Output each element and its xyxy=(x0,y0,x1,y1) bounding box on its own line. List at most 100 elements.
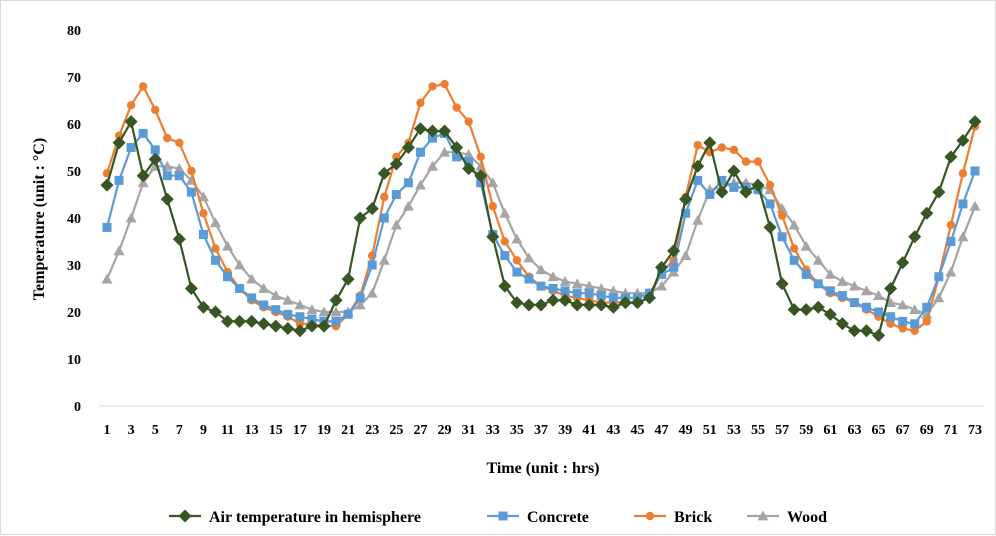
data-point-brick xyxy=(512,256,522,265)
data-point-wood xyxy=(800,240,812,251)
data-point-air-temperature-in-hemisphere xyxy=(860,324,873,338)
data-point-wood xyxy=(318,306,330,317)
data-point-brick xyxy=(500,237,510,246)
data-point-air-temperature-in-hemisphere xyxy=(498,279,512,293)
data-point-air-temperature-in-hemisphere xyxy=(630,296,644,310)
data-point-air-temperature-in-hemisphere xyxy=(823,307,837,321)
data-point-concrete xyxy=(825,286,835,296)
data-point-air-temperature-in-hemisphere xyxy=(413,122,427,136)
data-point-brick xyxy=(741,157,751,166)
data-point-wood xyxy=(535,264,547,275)
data-point-brick xyxy=(199,209,208,218)
data-point-concrete xyxy=(379,213,389,223)
x-axis-ticks: 1 3 5 7 9 11 13 15 17 19 21 23 25 27 29 31 33 35 37 39 41 43 4… xyxy=(104,423,983,438)
data-point-concrete xyxy=(114,175,124,185)
data-point-brick xyxy=(163,133,172,143)
y-tick-label: 70 xyxy=(67,71,81,86)
data-point-concrete xyxy=(259,300,269,310)
data-point-wood xyxy=(933,292,945,303)
data-point-concrete xyxy=(247,293,257,303)
data-point-brick xyxy=(452,103,461,112)
data-point-air-temperature-in-hemisphere xyxy=(148,152,162,166)
data-point-air-temperature-in-hemisphere xyxy=(908,230,922,244)
x-tick-label: 23 xyxy=(365,423,379,438)
data-point-concrete xyxy=(560,286,570,296)
data-point-concrete xyxy=(548,284,558,293)
data-point-concrete xyxy=(862,302,871,312)
data-point-air-temperature-in-hemisphere xyxy=(582,298,596,312)
y-tick-label: 60 xyxy=(67,118,81,133)
x-tick-label: 61 xyxy=(823,423,837,438)
data-point-air-temperature-in-hemisphere xyxy=(365,202,379,216)
data-point-concrete xyxy=(138,128,148,138)
data-point-concrete xyxy=(476,178,486,188)
data-point-concrete xyxy=(343,309,353,319)
data-point-brick xyxy=(753,157,763,166)
x-tick-label: 51 xyxy=(703,423,717,438)
legend-swatch-marker xyxy=(757,510,769,521)
x-tick-label: 65 xyxy=(872,423,886,438)
data-point-concrete xyxy=(355,293,365,303)
legend-item-air-temperature-in-hemisphere: Air temperature in hemisphere xyxy=(169,509,421,526)
data-point-air-temperature-in-hemisphere xyxy=(196,300,210,314)
data-point-air-temperature-in-hemisphere xyxy=(474,169,488,183)
data-point-air-temperature-in-hemisphere xyxy=(570,298,584,312)
data-point-wood xyxy=(246,273,258,284)
data-point-concrete xyxy=(729,182,739,192)
y-axis-ticks: 0 10 20 30 40 50 60 70 80 xyxy=(67,24,81,415)
x-tick-label: 45 xyxy=(630,423,644,438)
data-point-air-temperature-in-hemisphere xyxy=(389,157,403,171)
legend-swatch-marker xyxy=(645,511,655,521)
data-point-concrete xyxy=(415,147,425,157)
data-point-wood xyxy=(439,146,451,157)
data-point-wood xyxy=(258,283,270,293)
data-point-brick xyxy=(946,220,956,230)
x-tick-label: 19 xyxy=(317,423,331,438)
data-point-brick xyxy=(440,79,449,89)
data-point-wood xyxy=(909,304,921,315)
legend-swatch-marker xyxy=(498,511,508,521)
data-point-wood xyxy=(294,299,306,310)
data-point-concrete xyxy=(608,293,618,303)
data-point-wood xyxy=(607,285,619,296)
data-point-concrete xyxy=(162,171,172,181)
data-point-air-temperature-in-hemisphere xyxy=(534,298,548,312)
data-point-air-temperature-in-hemisphere xyxy=(968,115,982,129)
y-tick-label: 20 xyxy=(67,306,81,321)
data-point-concrete xyxy=(946,237,956,246)
data-point-wood xyxy=(390,219,402,230)
data-point-brick xyxy=(958,169,968,178)
data-point-wood xyxy=(836,275,848,286)
y-axis-title: Temperature (unit : °C) xyxy=(31,138,48,300)
data-point-concrete xyxy=(452,152,462,162)
data-point-wood xyxy=(788,219,800,230)
data-point-concrete xyxy=(211,255,220,265)
series-brick xyxy=(102,79,980,335)
data-point-wood xyxy=(511,233,523,244)
x-tick-label: 59 xyxy=(799,423,813,438)
data-point-concrete xyxy=(174,171,184,181)
data-point-brick xyxy=(392,152,401,162)
data-point-air-temperature-in-hemisphere xyxy=(751,178,765,192)
data-point-concrete xyxy=(512,267,522,277)
data-point-air-temperature-in-hemisphere xyxy=(100,178,114,192)
x-tick-label: 9 xyxy=(200,423,207,438)
data-point-brick xyxy=(789,244,799,253)
data-point-concrete xyxy=(717,175,727,185)
data-point-air-temperature-in-hemisphere xyxy=(546,293,560,307)
x-tick-label: 11 xyxy=(221,423,234,438)
data-point-air-temperature-in-hemisphere xyxy=(835,317,849,331)
x-tick-label: 5 xyxy=(152,423,159,438)
data-point-air-temperature-in-hemisphere xyxy=(184,282,198,295)
data-point-brick xyxy=(476,152,485,162)
data-point-air-temperature-in-hemisphere xyxy=(450,141,464,154)
data-point-concrete xyxy=(970,166,980,176)
data-point-brick xyxy=(175,138,184,147)
data-point-air-temperature-in-hemisphere xyxy=(401,141,415,154)
data-point-air-temperature-in-hemisphere xyxy=(643,291,656,305)
data-point-concrete xyxy=(669,262,679,272)
data-point-air-temperature-in-hemisphere xyxy=(775,277,789,291)
data-point-wood xyxy=(125,212,137,223)
data-point-wood xyxy=(270,290,282,300)
data-point-concrete xyxy=(223,272,233,282)
